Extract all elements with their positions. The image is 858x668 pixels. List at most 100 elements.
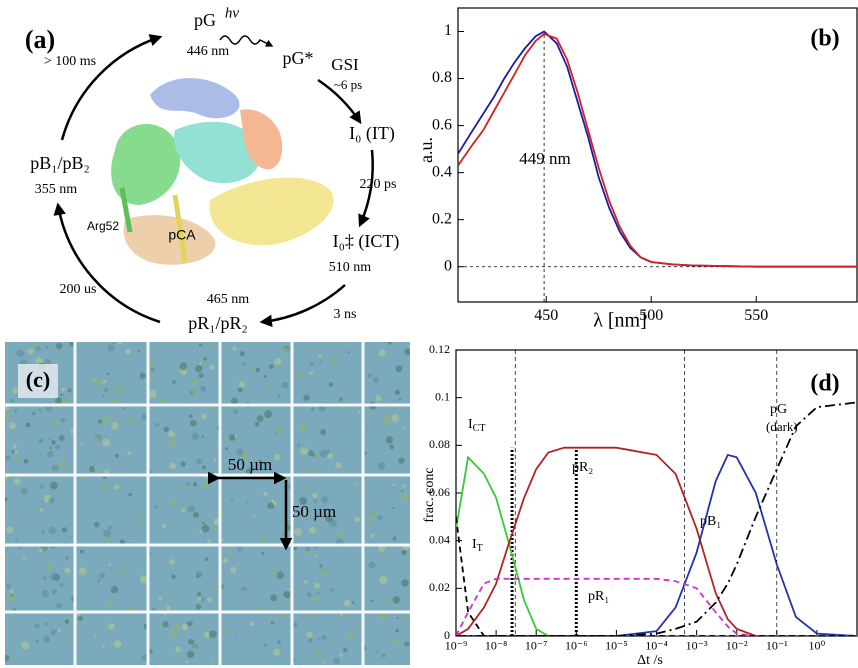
speckle-dot bbox=[256, 415, 264, 422]
speckle-dot bbox=[190, 389, 197, 395]
diagram-label: pCA bbox=[168, 227, 196, 243]
speckle-dot bbox=[396, 617, 399, 620]
speckle-dot bbox=[237, 387, 243, 393]
speckle-dot bbox=[404, 641, 410, 647]
speckle-dot bbox=[318, 637, 321, 641]
speckle-dot bbox=[337, 531, 344, 538]
diagram-label: I₀ (IT) bbox=[349, 123, 395, 144]
speckle-dot bbox=[50, 481, 58, 490]
speckle-dot bbox=[255, 367, 260, 373]
speckle-dot bbox=[141, 413, 148, 421]
speckle-dot bbox=[379, 575, 388, 584]
speckle-dot bbox=[297, 372, 303, 378]
speckle-dot bbox=[58, 435, 65, 441]
speckle-dot bbox=[341, 399, 345, 403]
speckle-dot bbox=[375, 396, 382, 402]
speckle-dot bbox=[285, 519, 293, 526]
speckle-dot bbox=[203, 356, 207, 361]
diagram-label: 200 us bbox=[60, 282, 97, 297]
speckle-dot bbox=[319, 564, 323, 568]
speckle-dot bbox=[169, 559, 175, 565]
speckle-dot bbox=[66, 636, 73, 643]
speckle-dot bbox=[170, 499, 177, 506]
speckle-dot bbox=[299, 424, 308, 433]
speckle-dot bbox=[354, 516, 360, 522]
speckle-dot bbox=[166, 605, 171, 611]
speckle-dot bbox=[316, 591, 320, 595]
speckle-dot bbox=[64, 567, 71, 574]
speckle-dot bbox=[308, 526, 316, 534]
speckle-dot bbox=[215, 654, 219, 658]
speckle-dot bbox=[309, 370, 314, 375]
speckle-dot bbox=[304, 580, 308, 584]
speckle-dot bbox=[189, 414, 193, 418]
speckle-dot bbox=[138, 519, 144, 525]
speckle-dot bbox=[343, 647, 348, 653]
speckle-dot bbox=[42, 576, 47, 581]
speckle-dot bbox=[162, 621, 169, 628]
speckle-dot bbox=[5, 655, 10, 661]
x-tick-label: 500 bbox=[639, 307, 663, 324]
speckle-dot bbox=[207, 597, 212, 603]
speckle-dot bbox=[80, 442, 84, 445]
speckle-dot bbox=[185, 482, 190, 486]
speckle-dot bbox=[393, 637, 401, 645]
speckle-dot bbox=[389, 444, 395, 450]
speckle-dot bbox=[402, 484, 406, 488]
speckle-dot bbox=[260, 534, 267, 541]
speckle-dot bbox=[112, 342, 116, 345]
y-tick-label: 0.06 bbox=[429, 485, 450, 499]
speckle-dot bbox=[8, 422, 16, 430]
speckle-dot bbox=[172, 380, 176, 384]
speckle-dot bbox=[264, 410, 273, 419]
speckle-dot bbox=[45, 345, 49, 349]
speckle-dot bbox=[78, 358, 82, 363]
y-tick-label: 0 bbox=[444, 257, 452, 274]
speckle-dot bbox=[293, 546, 298, 551]
speckle-dot bbox=[154, 505, 159, 509]
speckle-dot bbox=[199, 530, 202, 534]
speckle-dot bbox=[102, 644, 106, 648]
series-label-sub: CT bbox=[473, 423, 486, 434]
speckle-dot bbox=[21, 641, 30, 650]
speckle-dot bbox=[191, 432, 200, 441]
speckle-dot bbox=[50, 483, 53, 486]
speckle-dot bbox=[51, 464, 59, 472]
speckle-dot bbox=[402, 426, 405, 429]
speckle-dot bbox=[38, 408, 42, 412]
speckle-dot bbox=[201, 413, 208, 420]
y-tick-label: 0.2 bbox=[432, 210, 452, 227]
speckle-dot bbox=[249, 621, 255, 627]
speckle-dot bbox=[97, 419, 103, 424]
speckle-dot bbox=[48, 437, 52, 441]
speckle-dot bbox=[280, 569, 283, 572]
speckle-dot bbox=[320, 568, 329, 576]
speckle-dot bbox=[305, 550, 311, 557]
speckle-dot bbox=[300, 447, 309, 455]
speckle-dot bbox=[241, 362, 246, 366]
speckle-dot bbox=[203, 631, 211, 638]
speckle-dot bbox=[319, 360, 322, 363]
speckle-dot bbox=[111, 421, 119, 430]
speckle-dot bbox=[234, 434, 238, 438]
speckle-dot bbox=[5, 455, 11, 461]
series-line bbox=[458, 32, 857, 268]
speckle-dot bbox=[202, 521, 205, 525]
speckle-dot bbox=[57, 628, 61, 633]
speckle-dot bbox=[267, 502, 275, 510]
speckle-dot bbox=[107, 344, 115, 352]
speckle-dot bbox=[392, 483, 396, 487]
speckle-dot bbox=[367, 373, 372, 379]
speckle-dot bbox=[175, 646, 181, 653]
speckle-dot bbox=[76, 612, 80, 617]
speckle-dot bbox=[306, 631, 313, 638]
speckle-dot bbox=[377, 462, 386, 470]
speckle-dot bbox=[195, 364, 203, 373]
y-axis-label: a.u. bbox=[416, 137, 436, 163]
y-tick-label: 0.04 bbox=[429, 532, 450, 546]
speckle-dot bbox=[16, 349, 25, 358]
speckle-dot bbox=[103, 469, 110, 475]
speckle-dot bbox=[375, 371, 379, 375]
speckle-dot bbox=[268, 364, 274, 370]
speckle-dot bbox=[258, 459, 263, 464]
